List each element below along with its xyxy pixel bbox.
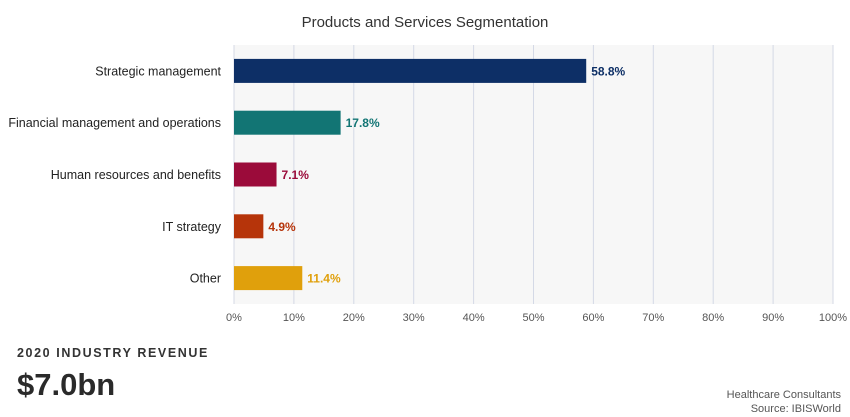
bar xyxy=(234,162,277,187)
x-tick-label: 0% xyxy=(226,312,242,324)
x-tick-label: 20% xyxy=(343,312,365,324)
bar xyxy=(234,266,303,291)
x-tick-label: 10% xyxy=(283,312,305,324)
x-tick-label: 40% xyxy=(463,312,485,324)
gridlines xyxy=(233,45,834,304)
category-label: Human resources and benefits xyxy=(51,168,221,182)
bar xyxy=(234,58,587,83)
chart-title: Products and Services Segmentation xyxy=(302,14,549,31)
industry-name: Healthcare Consultants xyxy=(726,389,841,401)
revenue-label: 2020 INDUSTRY REVENUE xyxy=(17,346,209,360)
x-tick-label: 30% xyxy=(403,312,425,324)
labels: 0% 10% 20% 30% 40% 50% 60% 70% 80% 90% 100% Strateg… xyxy=(8,64,847,324)
data-label: 7.1% xyxy=(282,168,310,182)
revenue-summary: 2020 INDUSTRY REVENUE $7.0bn xyxy=(17,346,209,403)
x-tick-label: 90% xyxy=(762,312,784,324)
category-label: IT strategy xyxy=(162,220,222,234)
x-tick-label: 80% xyxy=(702,312,724,324)
x-tick-label: 70% xyxy=(642,312,664,324)
data-label: 17.8% xyxy=(346,116,380,130)
data-label: 4.9% xyxy=(268,220,296,234)
category-label: Financial management and operations xyxy=(8,116,221,130)
bars xyxy=(234,58,587,291)
revenue-value: $7.0bn xyxy=(17,367,116,402)
source-text: Source: IBISWorld xyxy=(750,403,841,415)
x-tick-label: 50% xyxy=(522,312,544,324)
bar xyxy=(234,214,264,239)
x-tick-label: 60% xyxy=(582,312,604,324)
bar-chart: Products and Services Segmentation 0% 10%… xyxy=(8,14,847,324)
source-note: Healthcare Consultants Source: IBISWorld xyxy=(727,388,841,416)
data-label: 11.4% xyxy=(307,272,341,286)
data-label: 58.8% xyxy=(591,64,625,78)
x-tick-label: 100% xyxy=(819,312,847,324)
category-label: Strategic management xyxy=(95,64,221,78)
bar xyxy=(234,110,341,135)
category-label: Other xyxy=(190,272,221,286)
